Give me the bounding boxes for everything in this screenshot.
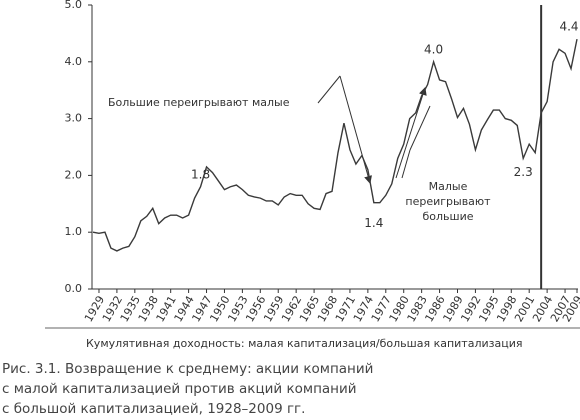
y-tick-label: 4.0: [65, 55, 83, 68]
annotation: 1.4: [364, 216, 383, 230]
caption: с малой капитализацией против акций комп…: [2, 381, 357, 397]
x-axis-label: Кумулятивная доходность: малая капитализ…: [86, 337, 522, 350]
pointer: [401, 149, 411, 179]
caption: Рис. 3.1. Возвращение к среднему: акции …: [2, 361, 373, 377]
note: переигрывают: [405, 195, 491, 208]
arrow: [395, 87, 427, 179]
annotation: 1.8: [191, 167, 210, 181]
y-tick-label: 3.0: [65, 112, 83, 125]
note: Большие переигрывают малые: [108, 96, 290, 109]
annotation: 4.0: [424, 42, 443, 56]
annotation: 2.3: [514, 165, 533, 179]
arrow: [339, 75, 372, 184]
note: Малые: [429, 180, 468, 193]
y-tick-label: 2.0: [65, 168, 83, 181]
note: большие: [422, 210, 473, 223]
y-tick-label: 0.0: [65, 282, 83, 295]
series-line: [92, 38, 578, 252]
y-tick-label: 5.0: [65, 0, 83, 11]
pointer: [317, 75, 341, 104]
annotation: 4.4: [559, 20, 578, 34]
caption: с большой капитализацией, 1928–2009 гг.: [2, 401, 305, 416]
pointer: [409, 105, 431, 151]
y-tick-label: 1.0: [65, 225, 83, 238]
